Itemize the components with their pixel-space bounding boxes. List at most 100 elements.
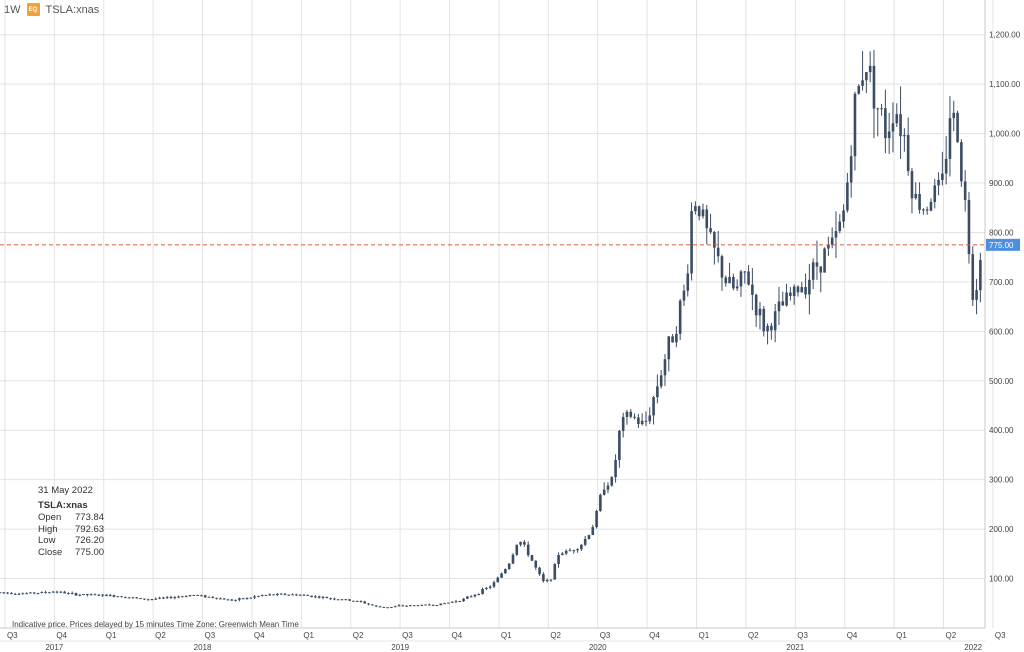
y-tick-label: 200.00 (989, 525, 1014, 534)
candle-body (447, 602, 450, 604)
candle-body (526, 544, 530, 556)
candle-body (891, 123, 895, 132)
candle-body (507, 563, 511, 569)
candle-body (355, 600, 359, 602)
candle-body (89, 594, 93, 596)
candle-body (226, 599, 230, 601)
candle-body (910, 171, 914, 199)
candle-body (629, 411, 633, 417)
candle-body (363, 601, 367, 604)
candle-body (390, 607, 393, 609)
candle-body (595, 510, 598, 528)
y-tick-label: 100.00 (989, 575, 1014, 584)
candle-body (458, 601, 462, 603)
candle-body (796, 286, 800, 293)
candle-body (523, 541, 526, 545)
chart-header: 1W EQ TSLA:xnas (4, 3, 99, 16)
open-value: 773.84 (75, 512, 105, 523)
candle-body (827, 244, 830, 249)
candle-body (200, 595, 203, 597)
candle-body (230, 599, 234, 601)
last-price-line: 775.00 (0, 238, 1020, 251)
candle-body (880, 108, 883, 110)
candle-body (32, 592, 36, 594)
x-year-label: 2021 (786, 643, 804, 652)
candle-body (823, 248, 826, 273)
candle-body (975, 290, 978, 300)
x-year-label: 2017 (45, 643, 63, 652)
symbol-label[interactable]: TSLA:xnas (45, 3, 100, 16)
candle-body (63, 591, 66, 594)
candle-body (253, 596, 256, 598)
candle-body (48, 592, 51, 594)
candle-body (70, 593, 74, 595)
candle-body (325, 596, 329, 599)
candle-body (652, 397, 655, 416)
candle-body (59, 591, 63, 593)
candle-body (792, 286, 796, 296)
candle-body (800, 287, 804, 293)
candle-body (473, 594, 477, 597)
candle-body (215, 597, 218, 599)
candle-body (306, 594, 310, 596)
candle-body (549, 579, 553, 581)
y-tick-label: 300.00 (989, 476, 1014, 485)
candle-body (758, 308, 762, 316)
y-axis: 100.00 200.00 300.00 400.00 500.00 600.00 700.… (984, 0, 1021, 628)
candle-body (207, 596, 211, 598)
candle-body (131, 597, 135, 599)
y-tick-label: 900.00 (989, 179, 1014, 188)
candle-body (245, 597, 249, 599)
candle-body (887, 131, 891, 139)
candle-body (352, 600, 355, 602)
candle-body (971, 254, 975, 300)
candle-body (933, 185, 937, 202)
candle-body (127, 597, 131, 599)
candle-body (671, 336, 674, 343)
x-quarter-label: Q1 (699, 631, 710, 640)
candle-body (393, 606, 397, 608)
candle-body (348, 599, 351, 601)
candle-body (378, 606, 382, 608)
candle-body (241, 598, 245, 600)
candle-body (781, 301, 785, 306)
candle-body (872, 65, 876, 109)
info-close-row: Close 775.00 (38, 547, 104, 559)
y-tick-label: 1,100.00 (989, 80, 1021, 89)
candle-body (884, 108, 887, 139)
candle-body (67, 593, 70, 595)
candle-body (428, 604, 431, 606)
candle-body (93, 594, 97, 596)
candle-body (819, 266, 823, 273)
candle-body (268, 594, 272, 596)
candle-body (108, 595, 112, 597)
y-tick-label: 1,000.00 (989, 130, 1021, 139)
candle-body (420, 604, 424, 606)
candle-body (948, 118, 952, 159)
candle-body (443, 603, 446, 605)
candle-body (162, 597, 165, 599)
candle-body (576, 549, 579, 551)
close-label: Close (38, 546, 63, 558)
candle-body (454, 601, 458, 603)
candle-body (124, 597, 127, 599)
candle-body (918, 193, 921, 210)
last-price-label: 775.00 (989, 241, 1014, 250)
x-quarter-label: Q2 (353, 631, 364, 640)
candle-body (181, 596, 184, 598)
candle-body (386, 607, 389, 609)
x-quarter-label: Q3 (205, 631, 216, 640)
candle-body (861, 80, 864, 86)
x-quarter-label: Q1 (501, 631, 512, 640)
candle-body (29, 592, 32, 594)
x-year-label: 2020 (589, 643, 607, 652)
interval-label[interactable]: 1W (4, 3, 21, 16)
candle-body (112, 595, 116, 597)
high-value: 792.63 (75, 523, 105, 535)
candle-body (55, 591, 59, 593)
candle-body (238, 598, 241, 600)
last-price-tag (986, 238, 1020, 251)
candle-body (295, 594, 298, 596)
candle-body (656, 386, 659, 398)
